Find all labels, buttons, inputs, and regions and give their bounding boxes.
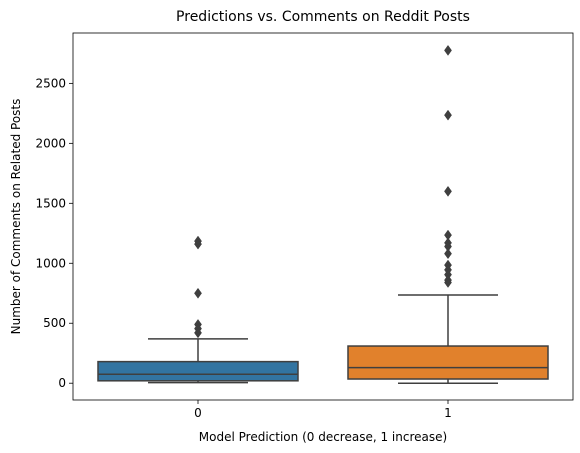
x-tick-label: 1 [444, 406, 452, 420]
box-0 [97, 235, 299, 384]
y-axis: 0 500 1000 1500 2000 2500 [35, 76, 73, 390]
iqr-box [97, 360, 299, 382]
outlier-point [444, 109, 452, 121]
outlier-point [444, 44, 452, 56]
y-tick-label: 500 [43, 316, 66, 330]
iqr-box [347, 345, 549, 380]
outlier-point [194, 287, 202, 299]
box-1 [347, 44, 549, 384]
outlier-point [194, 238, 202, 250]
y-tick-label: 0 [58, 376, 66, 390]
outlier-point [444, 248, 452, 260]
y-tick-label: 2500 [35, 76, 66, 90]
y-tick-label: 1000 [35, 256, 66, 270]
y-tick-label: 1500 [35, 196, 66, 210]
y-tick-label: 2000 [35, 136, 66, 150]
plot-frame [72, 32, 574, 401]
outlier-point [444, 185, 452, 197]
plot-area [97, 44, 549, 384]
chart-title: Predictions vs. Comments on Reddit Posts [176, 9, 470, 25]
y-axis-label: Number of Comments on Related Posts [9, 99, 23, 335]
outlier-point [194, 327, 202, 339]
outlier-point [444, 277, 452, 288]
x-axis-label: Model Prediction (0 decrease, 1 increase… [199, 430, 447, 444]
x-tick-label: 0 [194, 406, 202, 420]
